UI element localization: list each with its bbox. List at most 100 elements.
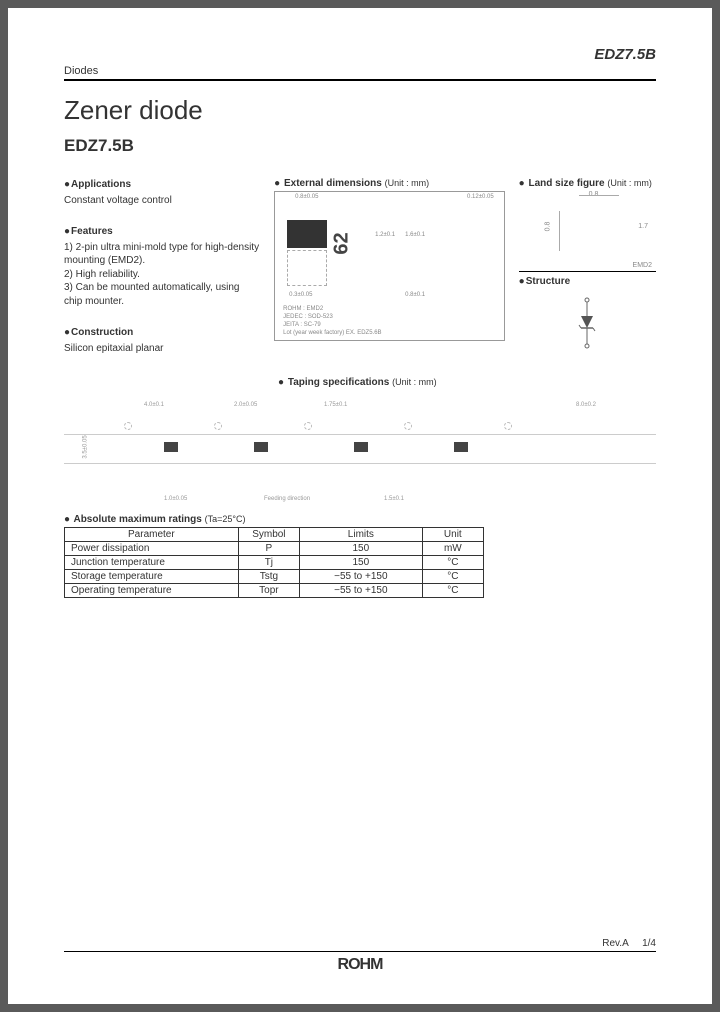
content-columns: Applications Constant voltage control Fe… <box>64 178 656 373</box>
cell: −55 to +150 <box>300 584 423 598</box>
cell: °C <box>422 570 483 584</box>
external-dims-label: External dimensions <box>284 178 382 189</box>
ratings-table: Parameter Symbol Limits Unit Power dissi… <box>64 527 484 598</box>
sprocket-hole-icon <box>214 422 222 430</box>
cell: mW <box>422 542 483 556</box>
cell: °C <box>422 556 483 570</box>
tape-dim: 2.0±0.05 <box>234 402 257 408</box>
col-symbol: Symbol <box>238 528 299 542</box>
col-parameter: Parameter <box>65 528 239 542</box>
table-row: Storage temperature Tstg −55 to +150 °C <box>65 570 484 584</box>
page-title: Zener diode <box>64 95 656 126</box>
tape-dim: 8.0±0.2 <box>576 402 596 408</box>
tape-dim: 3.5±0.05 <box>83 435 89 458</box>
cell: −55 to +150 <box>300 570 423 584</box>
page-footer: Rev.A 1/4 ROHM <box>64 938 656 974</box>
table-row: Power dissipation P 150 mW <box>65 542 484 556</box>
cell: Topr <box>238 584 299 598</box>
cell: 150 <box>300 542 423 556</box>
marking-label: 62 <box>331 232 354 254</box>
datasheet-page: EDZ7.5B Diodes Zener diode EDZ7.5B Appli… <box>8 8 712 1004</box>
cell: Power dissipation <box>65 542 239 556</box>
structure-heading: Structure <box>519 276 656 287</box>
external-dims-unit: (Unit : mm) <box>385 178 430 188</box>
land-size-diagram: 0.8 0.8 1.7 EMD2 <box>519 191 656 269</box>
tape-dim: 4.0±0.1 <box>144 402 164 408</box>
tape-dim: 1.75±0.1 <box>324 402 347 408</box>
dim-label: 0.3±0.05 <box>289 292 312 298</box>
page-number: 1/4 <box>642 938 656 949</box>
pkg-label: ROHM : EMD2 <box>283 306 323 312</box>
middle-column: External dimensions (Unit : mm) 0.8±0.05… <box>274 178 505 373</box>
sprocket-hole-icon <box>504 422 512 430</box>
dim-label: 0.8±0.05 <box>295 194 318 200</box>
tape-dim: 1.5±0.1 <box>384 496 404 502</box>
pkg-label: JEDEC : SOD-523 <box>283 314 333 320</box>
dim-label: 0.12±0.05 <box>467 194 494 200</box>
feature-item: 3) Can be mounted automatically, using c… <box>64 281 260 308</box>
tape-dim: Feeding direction <box>264 496 310 502</box>
zener-symbol-icon <box>567 294 607 354</box>
revision-label: Rev.A <box>602 938 628 949</box>
category-label: Diodes <box>64 65 656 77</box>
land-dim: 0.8 <box>544 222 551 232</box>
cell: °C <box>422 584 483 598</box>
land-pkg: EMD2 <box>633 262 652 269</box>
construction-text: Silicon epitaxial planar <box>64 342 260 356</box>
left-column: Applications Constant voltage control Fe… <box>64 178 260 373</box>
arrow-icon <box>579 195 619 196</box>
arrow-icon <box>559 211 560 251</box>
chip-body-icon <box>287 220 327 248</box>
dim-label: 1.6±0.1 <box>405 232 425 238</box>
ratings-label: Absolute maximum ratings <box>73 514 201 525</box>
cell: P <box>238 542 299 556</box>
rohm-logo: ROHM <box>338 956 383 974</box>
footer-rule <box>64 951 656 952</box>
feature-item: 1) 2-pin ultra mini-mold type for high-d… <box>64 241 260 268</box>
tape-component-icon <box>254 442 268 452</box>
table-row: Operating temperature Topr −55 to +150 °… <box>65 584 484 598</box>
land-dim: 1.7 <box>638 223 648 230</box>
applications-section: Applications Constant voltage control <box>64 178 260 207</box>
tape-component-icon <box>164 442 178 452</box>
page-subtitle: EDZ7.5B <box>64 136 656 156</box>
taping-section: Taping specifications (Unit : mm) 4.0±0.… <box>64 377 656 504</box>
applications-text: Constant voltage control <box>64 194 260 208</box>
applications-heading: Applications <box>64 178 260 192</box>
chip-outline-icon <box>287 250 327 286</box>
taping-unit: (Unit : mm) <box>392 377 437 387</box>
construction-heading: Construction <box>64 326 260 340</box>
cell: Storage temperature <box>65 570 239 584</box>
ratings-heading: Absolute maximum ratings (Ta=25°C) <box>64 514 656 525</box>
col-unit: Unit <box>422 528 483 542</box>
dim-label: 0.8±0.1 <box>405 292 425 298</box>
sprocket-hole-icon <box>404 422 412 430</box>
land-size-unit: (Unit : mm) <box>607 178 652 188</box>
table-row: Junction temperature Tj 150 °C <box>65 556 484 570</box>
right-column: Land size figure (Unit : mm) 0.8 0.8 1.7… <box>519 178 656 373</box>
ratings-condition: (Ta=25°C) <box>205 514 246 524</box>
taping-label: Taping specifications <box>288 377 390 388</box>
tape-component-icon <box>354 442 368 452</box>
header-rule <box>64 79 656 81</box>
feature-item: 2) High reliability. <box>64 268 260 282</box>
features-section: Features 1) 2-pin ultra mini-mold type f… <box>64 225 260 308</box>
part-number-header: EDZ7.5B <box>64 46 656 63</box>
table-header-row: Parameter Symbol Limits Unit <box>65 528 484 542</box>
cell: Operating temperature <box>65 584 239 598</box>
taping-diagram: 4.0±0.1 2.0±0.05 1.75±0.1 8.0±0.2 3.5±0.… <box>64 394 656 504</box>
tape-dim: 1.0±0.05 <box>164 496 187 502</box>
external-dims-diagram: 0.8±0.05 0.12±0.05 62 1.2±0.1 1.6±0.1 0.… <box>274 191 505 341</box>
sprocket-hole-icon <box>304 422 312 430</box>
construction-section: Construction Silicon epitaxial planar <box>64 326 260 355</box>
features-heading: Features <box>64 225 260 239</box>
dim-label: 1.2±0.1 <box>375 232 395 238</box>
lot-label: Lot (year week factory) EX. EDZ5.6B <box>283 330 381 336</box>
divider <box>519 271 656 272</box>
external-dims-heading: External dimensions (Unit : mm) <box>274 178 505 189</box>
col-limits: Limits <box>300 528 423 542</box>
tape-component-icon <box>454 442 468 452</box>
sprocket-hole-icon <box>124 422 132 430</box>
cell: 150 <box>300 556 423 570</box>
cell: Tstg <box>238 570 299 584</box>
